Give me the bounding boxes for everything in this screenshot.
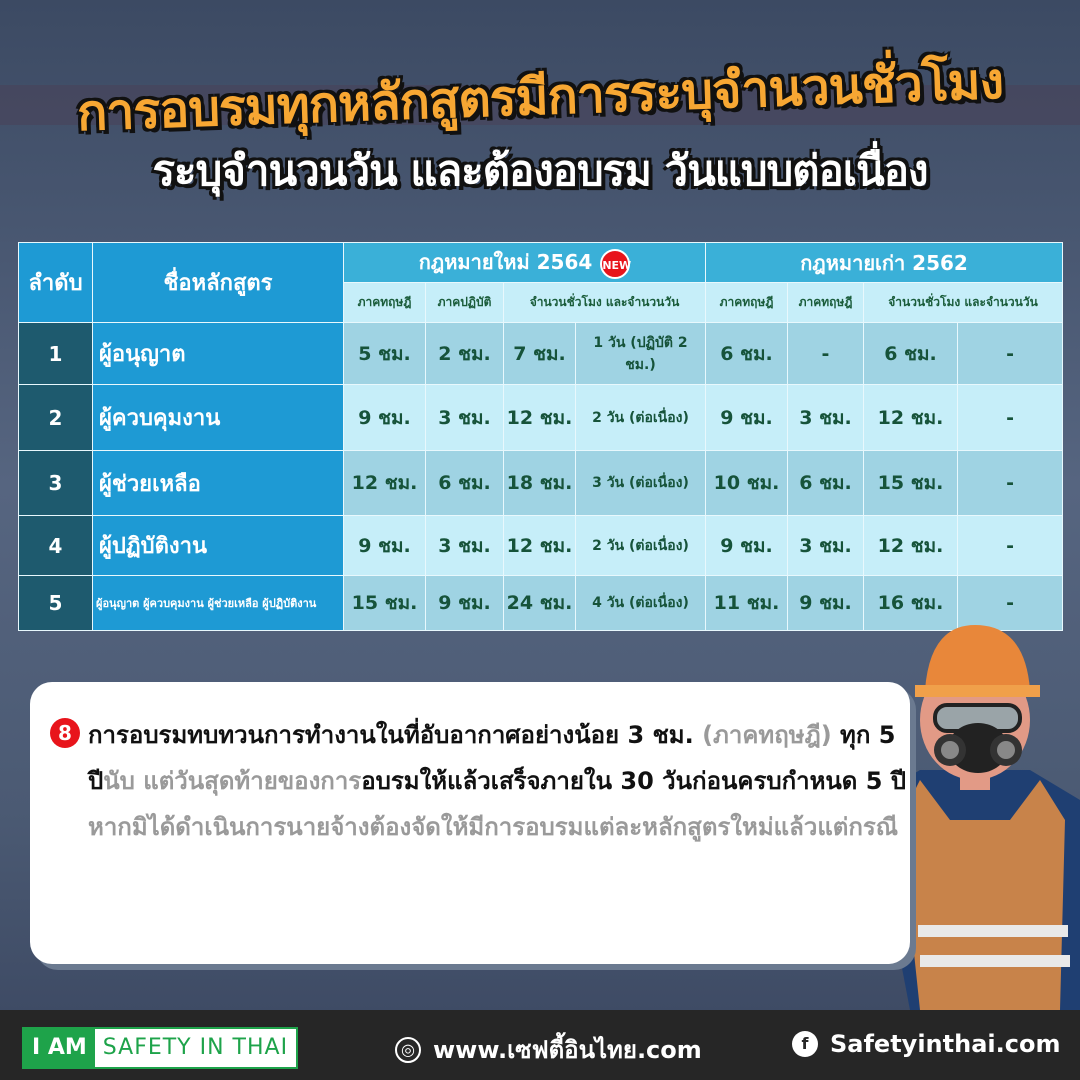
table-cell: 1 วัน (ปฏิบัติ 2 ชม.) (575, 322, 706, 385)
table-cell: 18 ชม. (503, 450, 576, 516)
header-order: ลำดับ (18, 242, 93, 323)
table-cell: 3 ชม. (425, 384, 504, 451)
header-new-law: กฎหมายใหม่ 2564 NEW (343, 242, 706, 283)
table-cell: 2 วัน (ต่อเนื่อง) (575, 384, 706, 451)
course-name: ผู้อนุญาต ผู้ควบคุมงาน ผู้ช่วยเหลือ ผู้ป… (92, 575, 344, 631)
table-cell: 3 ชม. (787, 515, 864, 576)
table-cell: 15 ชม. (343, 575, 426, 631)
table-cell: 9 ชม. (425, 575, 504, 631)
table-cell: 9 ชม. (787, 575, 864, 631)
note-part: ทุก 5 ปี (88, 721, 896, 795)
table-cell: 12 ชม. (863, 515, 958, 576)
table-cell: 24 ชม. (503, 575, 576, 631)
table-cell: 3 วัน (ต่อเนื่อง) (575, 450, 706, 516)
subheader: จำนวนชั่วโมง และจำนวนวัน (503, 282, 706, 323)
table-cell: 6 ชม. (863, 322, 958, 385)
table-row: 2 ผู้ควบคุมงาน 9 ชม. 3 ชม. 12 ชม. 2 วัน (ต่อเ… (18, 384, 1064, 451)
training-table: ลำดับ ชื่อหลักสูตร กฎหมายใหม่ 2564 NEW กฎ… (18, 242, 1064, 631)
facebook-text: Safetyinthai.com (830, 1030, 1061, 1058)
subheader: ภาคทฤษฎี (343, 282, 426, 323)
table-cell: - (956, 575, 1064, 631)
table-cell: - (956, 322, 1064, 385)
table-row: 1 ผู้อนุญาต 5 ชม. 2 ชม. 7 ชม. 1 วัน (ปฏิบัติ … (18, 322, 1064, 385)
row-number: 4 (18, 515, 93, 576)
website-text: www.เซฟตี้อินไทย.com (433, 1036, 702, 1064)
table-cell: 9 ชม. (343, 515, 426, 576)
facebook-link[interactable]: f Safetyinthai.com (792, 1030, 1060, 1058)
table-cell: - (787, 322, 864, 385)
table-cell: 11 ชม. (705, 575, 788, 631)
subheader: จำนวนชั่วโมง และจำนวนวัน (862, 282, 1064, 323)
subheader: ภาคทฤษฎี (705, 282, 788, 323)
note-part: หากมิได้ดำเนินการนายจ้างต้องจัดให้มีการอ… (88, 813, 899, 841)
subtitle: ระบุจำนวนวัน และต้องอบรม วันแบบต่อเนื่อง (152, 146, 928, 195)
facebook-icon: f (792, 1031, 818, 1057)
table-cell: - (956, 450, 1064, 516)
table-cell: 12 ชม. (863, 384, 958, 451)
background-band (0, 85, 1080, 125)
row-number: 2 (18, 384, 93, 451)
table-cell: 9 ชม. (343, 384, 426, 451)
note-card: 8 การอบรมทบทวนการทำงานในที่อับอากาศอย่าง… (30, 682, 910, 964)
row-number: 1 (18, 322, 93, 385)
note-text: การอบรมทบทวนการทำงานในที่อับอากาศอย่างน้… (88, 712, 908, 850)
note-part: อบรมให้แล้วเสร็จภายใน 30 วันก่อนครบกำหนด… (361, 767, 907, 795)
table-cell: 12 ชม. (503, 384, 576, 451)
table-cell: 12 ชม. (343, 450, 426, 516)
globe-icon: ◎ (395, 1036, 421, 1063)
table-cell: 9 ชม. (705, 384, 788, 451)
course-name: ผู้ปฏิบัติงาน (92, 515, 344, 576)
table-cell: 12 ชม. (503, 515, 576, 576)
course-name: ผู้ช่วยเหลือ (92, 450, 344, 516)
table-cell: 7 ชม. (503, 322, 576, 385)
table-cell: - (956, 384, 1064, 451)
table-cell: 6 ชม. (705, 322, 788, 385)
worker-illustration (750, 620, 1080, 1010)
website-link[interactable]: ◎ www.เซฟตี้อินไทย.com (395, 1030, 702, 1069)
note-part: (ภาคทฤษฎี) (693, 721, 841, 749)
new-law-label: กฎหมายใหม่ 2564 (418, 250, 593, 275)
table-cell: - (956, 515, 1064, 576)
table-cell: 4 วัน (ต่อเนื่อง) (575, 575, 706, 631)
table-row: 3 ผู้ช่วยเหลือ 12 ชม. 6 ชม. 18 ชม. 3 วัน (ต่อ… (18, 450, 1064, 516)
logo-part: SAFETY IN THAI (94, 1029, 297, 1067)
header-old-law: กฎหมายเก่า 2562 (704, 242, 1064, 283)
row-number: 5 (18, 575, 93, 631)
logo-part: I AM (24, 1029, 95, 1067)
table-row: 4 ผู้ปฏิบัติงาน 9 ชม. 3 ชม. 12 ชม. 2 วัน (ต่อ… (18, 515, 1064, 576)
note-part: นับ แต่วันสุดท้ายของการ (103, 767, 362, 795)
note-part: การอบรมทบทวนการทำงานในที่อับอากาศอย่างน้… (88, 721, 694, 749)
header-course-name: ชื่อหลักสูตร (92, 242, 344, 323)
table-cell: 9 ชม. (705, 515, 788, 576)
table-cell: 16 ชม. (863, 575, 958, 631)
brand-logo: I AM SAFETY IN THAI (22, 1027, 299, 1069)
subheader: ภาคปฏิบัติ (425, 282, 504, 323)
table-cell: 6 ชม. (787, 450, 864, 516)
course-name: ผู้อนุญาต (92, 322, 344, 385)
table-cell: 6 ชม. (425, 450, 504, 516)
table-cell: 2 ชม. (425, 322, 504, 385)
table-cell: 2 วัน (ต่อเนื่อง) (575, 515, 706, 576)
table-cell: 5 ชม. (343, 322, 426, 385)
table-row: 5 ผู้อนุญาต ผู้ควบคุมงาน ผู้ช่วยเหลือ ผู้… (18, 575, 1064, 631)
subheader: ภาคทฤษฎี (787, 282, 864, 323)
course-name: ผู้ควบคุมงาน (92, 384, 344, 451)
table-cell: 10 ชม. (705, 450, 788, 516)
new-badge: NEW (600, 248, 631, 279)
table-cell: 3 ชม. (425, 515, 504, 576)
table-cell: 3 ชม. (787, 384, 864, 451)
row-number: 3 (18, 450, 93, 516)
table-cell: 15 ชม. (863, 450, 958, 516)
note-number-badge: 8 (50, 718, 80, 748)
